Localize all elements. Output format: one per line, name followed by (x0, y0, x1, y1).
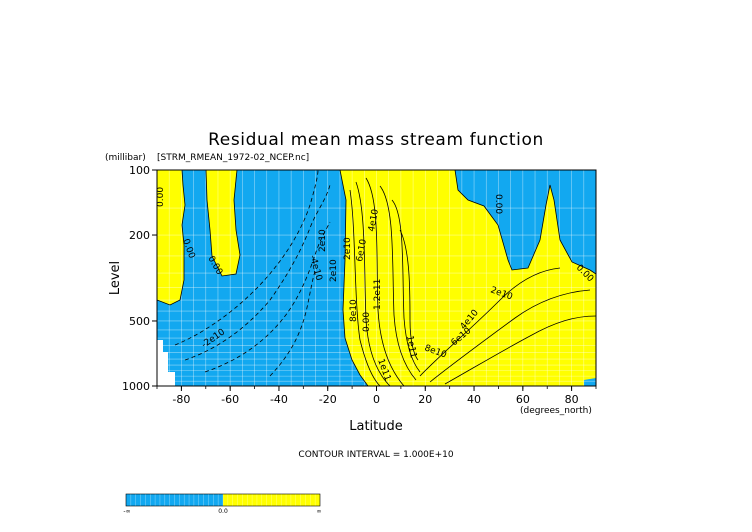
positive-contour-7 (419, 267, 561, 377)
colorbar-label-min: -∞ (123, 508, 130, 515)
contour-label: 2e10 (343, 237, 353, 260)
y-axis-label: Level (108, 261, 123, 295)
x-tick-label: -20 (319, 393, 337, 406)
negative-region-bottom-right (584, 378, 596, 386)
negative-contour-4 (269, 267, 317, 377)
contour-label: 2e10 (329, 259, 339, 282)
contour-interval-text: CONTOUR INTERVAL = 1.000E+10 (298, 450, 453, 460)
colorbar-frame (125, 493, 321, 507)
positive-contour-2 (355, 181, 391, 386)
contour-label: 2e10 (318, 229, 328, 252)
y-tick-label: 200 (129, 229, 150, 242)
x-axis: -80 -60 -40 -20 0 20 40 60 80 (156, 386, 597, 406)
y-unit-label: (millibar) (105, 153, 146, 163)
x-unit-label: (degrees_north) (520, 406, 592, 416)
contour-label: 6e10 (355, 238, 369, 262)
plot-area: 0.00 0.00 0.00 -4e10 -2e10 2e10 2e10 2e1… (156, 170, 596, 386)
chart-title: Residual mean mass stream function (208, 130, 544, 150)
x-tick-label: -40 (270, 393, 288, 406)
missing-data-region (157, 340, 175, 386)
y-tick-label: 100 (129, 164, 150, 177)
negative-contour-1 (174, 170, 319, 346)
colorbar-stripes (130, 494, 316, 506)
x-tick-label: -60 (221, 393, 239, 406)
negative-region-right (455, 170, 596, 274)
x-tick-label: 80 (565, 393, 579, 406)
zero-contour-left (157, 170, 186, 306)
colorbar-label-max: ∞ (317, 508, 322, 515)
y-axis: 100 200 500 1000 (122, 164, 157, 393)
x-tick-label: 20 (418, 393, 432, 406)
contour-label: 0.00 (156, 187, 166, 207)
x-tick-label: 40 (467, 393, 481, 406)
zero-contour-left-lobe (205, 170, 241, 277)
x-axis-label: Latitude (349, 419, 403, 434)
y-tick-label: 500 (129, 315, 150, 328)
zero-contour-right (454, 170, 596, 275)
colorbar: -∞ 0.0 ∞ (123, 493, 322, 515)
colorbar-label-zero: 0.0 (218, 508, 228, 515)
contour-label: 1.2e11 (373, 279, 383, 310)
positive-contour-4 (379, 185, 417, 381)
positive-contour-8 (429, 289, 591, 383)
positive-contour-9 (444, 315, 596, 385)
negative-contour-2 (184, 184, 331, 361)
source-file-label: [STRM_RMEAN_1972-02_NCEP.nc] (157, 153, 309, 163)
positive-contour-5 (391, 199, 421, 373)
contour-label: 0.00 (493, 194, 503, 214)
x-tick-label: 0 (373, 393, 380, 406)
positive-contour-6 (399, 229, 419, 361)
x-tick-label: 60 (516, 393, 530, 406)
contour-label: 8e10 (349, 299, 359, 322)
positive-contour-3 (365, 177, 405, 386)
negative-contour-3 (204, 221, 331, 373)
contour-label: 0.00 (362, 312, 372, 332)
x-tick-label: -80 (172, 393, 190, 406)
contour-lines (157, 170, 596, 386)
zero-contour-equator (339, 170, 369, 386)
contour-label: 4e10 (367, 208, 381, 232)
contour-label: 1e11 (404, 335, 418, 359)
positive-contour-1 (349, 189, 381, 386)
y-tick-label: 1000 (122, 380, 150, 393)
